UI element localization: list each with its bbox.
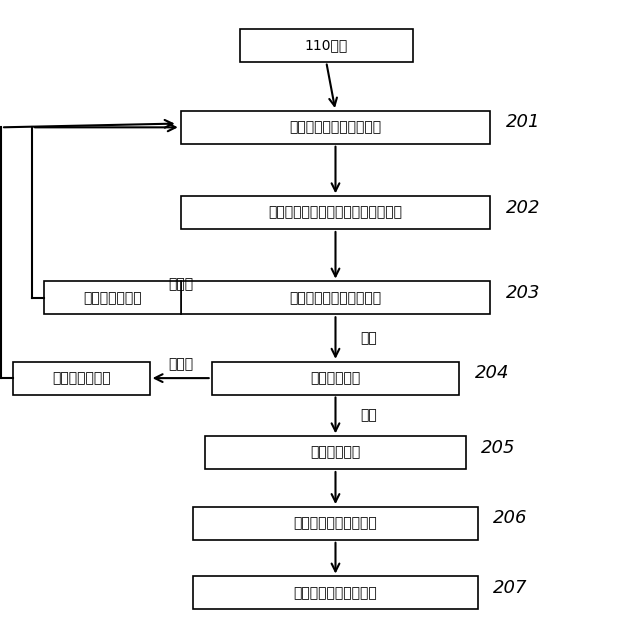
Text: はい: はい	[360, 408, 377, 422]
Bar	[180, 282, 490, 314]
Text: 204: 204	[475, 364, 509, 382]
Bar	[212, 362, 460, 394]
Text: 202: 202	[506, 198, 540, 216]
Bar	[180, 196, 490, 229]
Text: 警報を生成する: 警報を生成する	[52, 371, 111, 385]
Text: いいえ: いいえ	[168, 357, 193, 371]
Bar	[193, 507, 478, 540]
Text: 警報を生成する: 警報を生成する	[83, 291, 142, 305]
Text: 205: 205	[481, 438, 515, 456]
Text: 206: 206	[493, 509, 528, 527]
Bar	[205, 436, 465, 469]
Text: 110から: 110から	[305, 38, 348, 52]
Text: 203: 203	[506, 284, 540, 302]
Text: 201: 201	[506, 113, 540, 131]
Text: いいえ: いいえ	[168, 277, 193, 291]
Text: 容器に入れる: 容器に入れる	[310, 445, 360, 460]
Text: 錠剤を数える: 錠剤を数える	[310, 371, 360, 385]
Bar	[193, 577, 478, 609]
Text: 作業スペース上で錠剤を画像化する: 作業スペース上で錠剤を画像化する	[269, 205, 403, 220]
Bar	[13, 362, 150, 394]
Bar	[44, 282, 180, 314]
Text: データベースと比較する: データベースと比較する	[289, 291, 381, 305]
Text: はい: はい	[360, 331, 377, 345]
Text: 包装から錠剤を取り出す: 包装から錠剤を取り出す	[289, 120, 381, 134]
Bar	[180, 111, 490, 144]
Text: 薬剤カートの上に置く: 薬剤カートの上に置く	[294, 586, 378, 600]
Text: 207: 207	[493, 579, 528, 597]
Text: 容器にラベルを付ける: 容器にラベルを付ける	[294, 516, 378, 531]
Bar	[239, 29, 413, 61]
